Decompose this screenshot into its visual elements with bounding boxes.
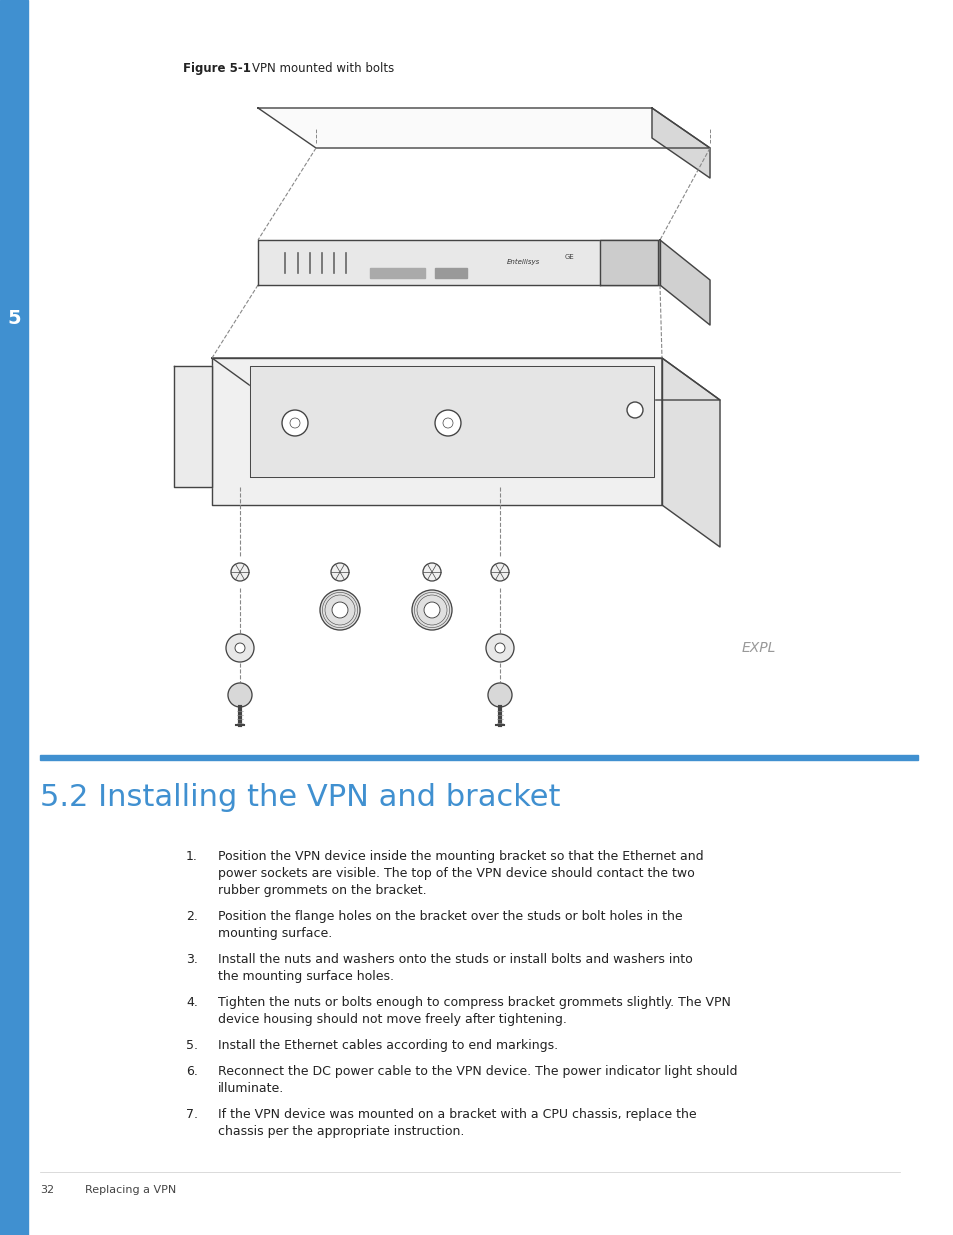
Text: 32: 32 — [40, 1186, 54, 1195]
Text: Reconnect the DC power cable to the VPN device. The power indicator light should: Reconnect the DC power cable to the VPN … — [218, 1065, 737, 1078]
Circle shape — [485, 634, 514, 662]
Text: 1.: 1. — [186, 850, 198, 863]
Text: 3.: 3. — [186, 953, 198, 966]
Text: Tighten the nuts or bolts enough to compress bracket grommets slightly. The VPN: Tighten the nuts or bolts enough to comp… — [218, 995, 730, 1009]
Text: GE: GE — [564, 254, 574, 261]
Bar — [40, 755, 917, 760]
Polygon shape — [659, 240, 709, 325]
Text: Figure 5-1: Figure 5-1 — [183, 62, 251, 74]
Text: VPN mounted with bolts: VPN mounted with bolts — [252, 62, 394, 74]
Polygon shape — [212, 358, 720, 400]
Circle shape — [228, 683, 252, 706]
Text: EXPL: EXPL — [741, 641, 776, 655]
Circle shape — [495, 643, 504, 653]
Circle shape — [435, 410, 460, 436]
Text: power sockets are visible. The top of the VPN device should contact the two: power sockets are visible. The top of th… — [218, 867, 694, 881]
Text: rubber grommets on the bracket.: rubber grommets on the bracket. — [218, 884, 426, 897]
Text: 6.: 6. — [186, 1065, 198, 1078]
Circle shape — [626, 403, 642, 417]
Text: Install the nuts and washers onto the studs or install bolts and washers into: Install the nuts and washers onto the st… — [218, 953, 692, 966]
Circle shape — [331, 563, 349, 580]
Bar — [599, 240, 658, 285]
Text: 5: 5 — [8, 309, 21, 327]
Bar — [370, 268, 424, 278]
Circle shape — [319, 590, 359, 630]
Text: illuminate.: illuminate. — [218, 1082, 284, 1095]
Circle shape — [282, 410, 308, 436]
Text: 4.: 4. — [186, 995, 198, 1009]
Text: 5.2 Installing the VPN and bracket: 5.2 Installing the VPN and bracket — [40, 783, 560, 813]
Text: 5.: 5. — [186, 1039, 198, 1052]
Circle shape — [412, 590, 452, 630]
Text: If the VPN device was mounted on a bracket with a CPU chassis, replace the: If the VPN device was mounted on a brack… — [218, 1108, 696, 1121]
Circle shape — [422, 563, 440, 580]
Polygon shape — [250, 366, 654, 477]
Text: device housing should not move freely after tightening.: device housing should not move freely af… — [218, 1013, 566, 1026]
Text: chassis per the appropriate instruction.: chassis per the appropriate instruction. — [218, 1125, 464, 1137]
Text: mounting surface.: mounting surface. — [218, 927, 332, 940]
Polygon shape — [173, 366, 212, 487]
Circle shape — [488, 683, 512, 706]
Circle shape — [231, 563, 249, 580]
Polygon shape — [212, 358, 661, 505]
Text: Entellisys: Entellisys — [506, 259, 539, 266]
Polygon shape — [661, 358, 720, 547]
Polygon shape — [651, 107, 709, 178]
Circle shape — [234, 643, 245, 653]
Circle shape — [423, 601, 439, 618]
Text: 7.: 7. — [186, 1108, 198, 1121]
Text: Replacing a VPN: Replacing a VPN — [85, 1186, 176, 1195]
Bar — [0, 0, 28, 1235]
Circle shape — [491, 563, 509, 580]
Text: the mounting surface holes.: the mounting surface holes. — [218, 969, 394, 983]
Polygon shape — [257, 240, 659, 285]
Text: 2.: 2. — [186, 910, 198, 923]
Text: Install the Ethernet cables according to end markings.: Install the Ethernet cables according to… — [218, 1039, 558, 1052]
Circle shape — [226, 634, 253, 662]
Text: Position the flange holes on the bracket over the studs or bolt holes in the: Position the flange holes on the bracket… — [218, 910, 682, 923]
Polygon shape — [257, 107, 709, 148]
Text: Position the VPN device inside the mounting bracket so that the Ethernet and: Position the VPN device inside the mount… — [218, 850, 703, 863]
Bar — [435, 268, 467, 278]
Circle shape — [332, 601, 348, 618]
